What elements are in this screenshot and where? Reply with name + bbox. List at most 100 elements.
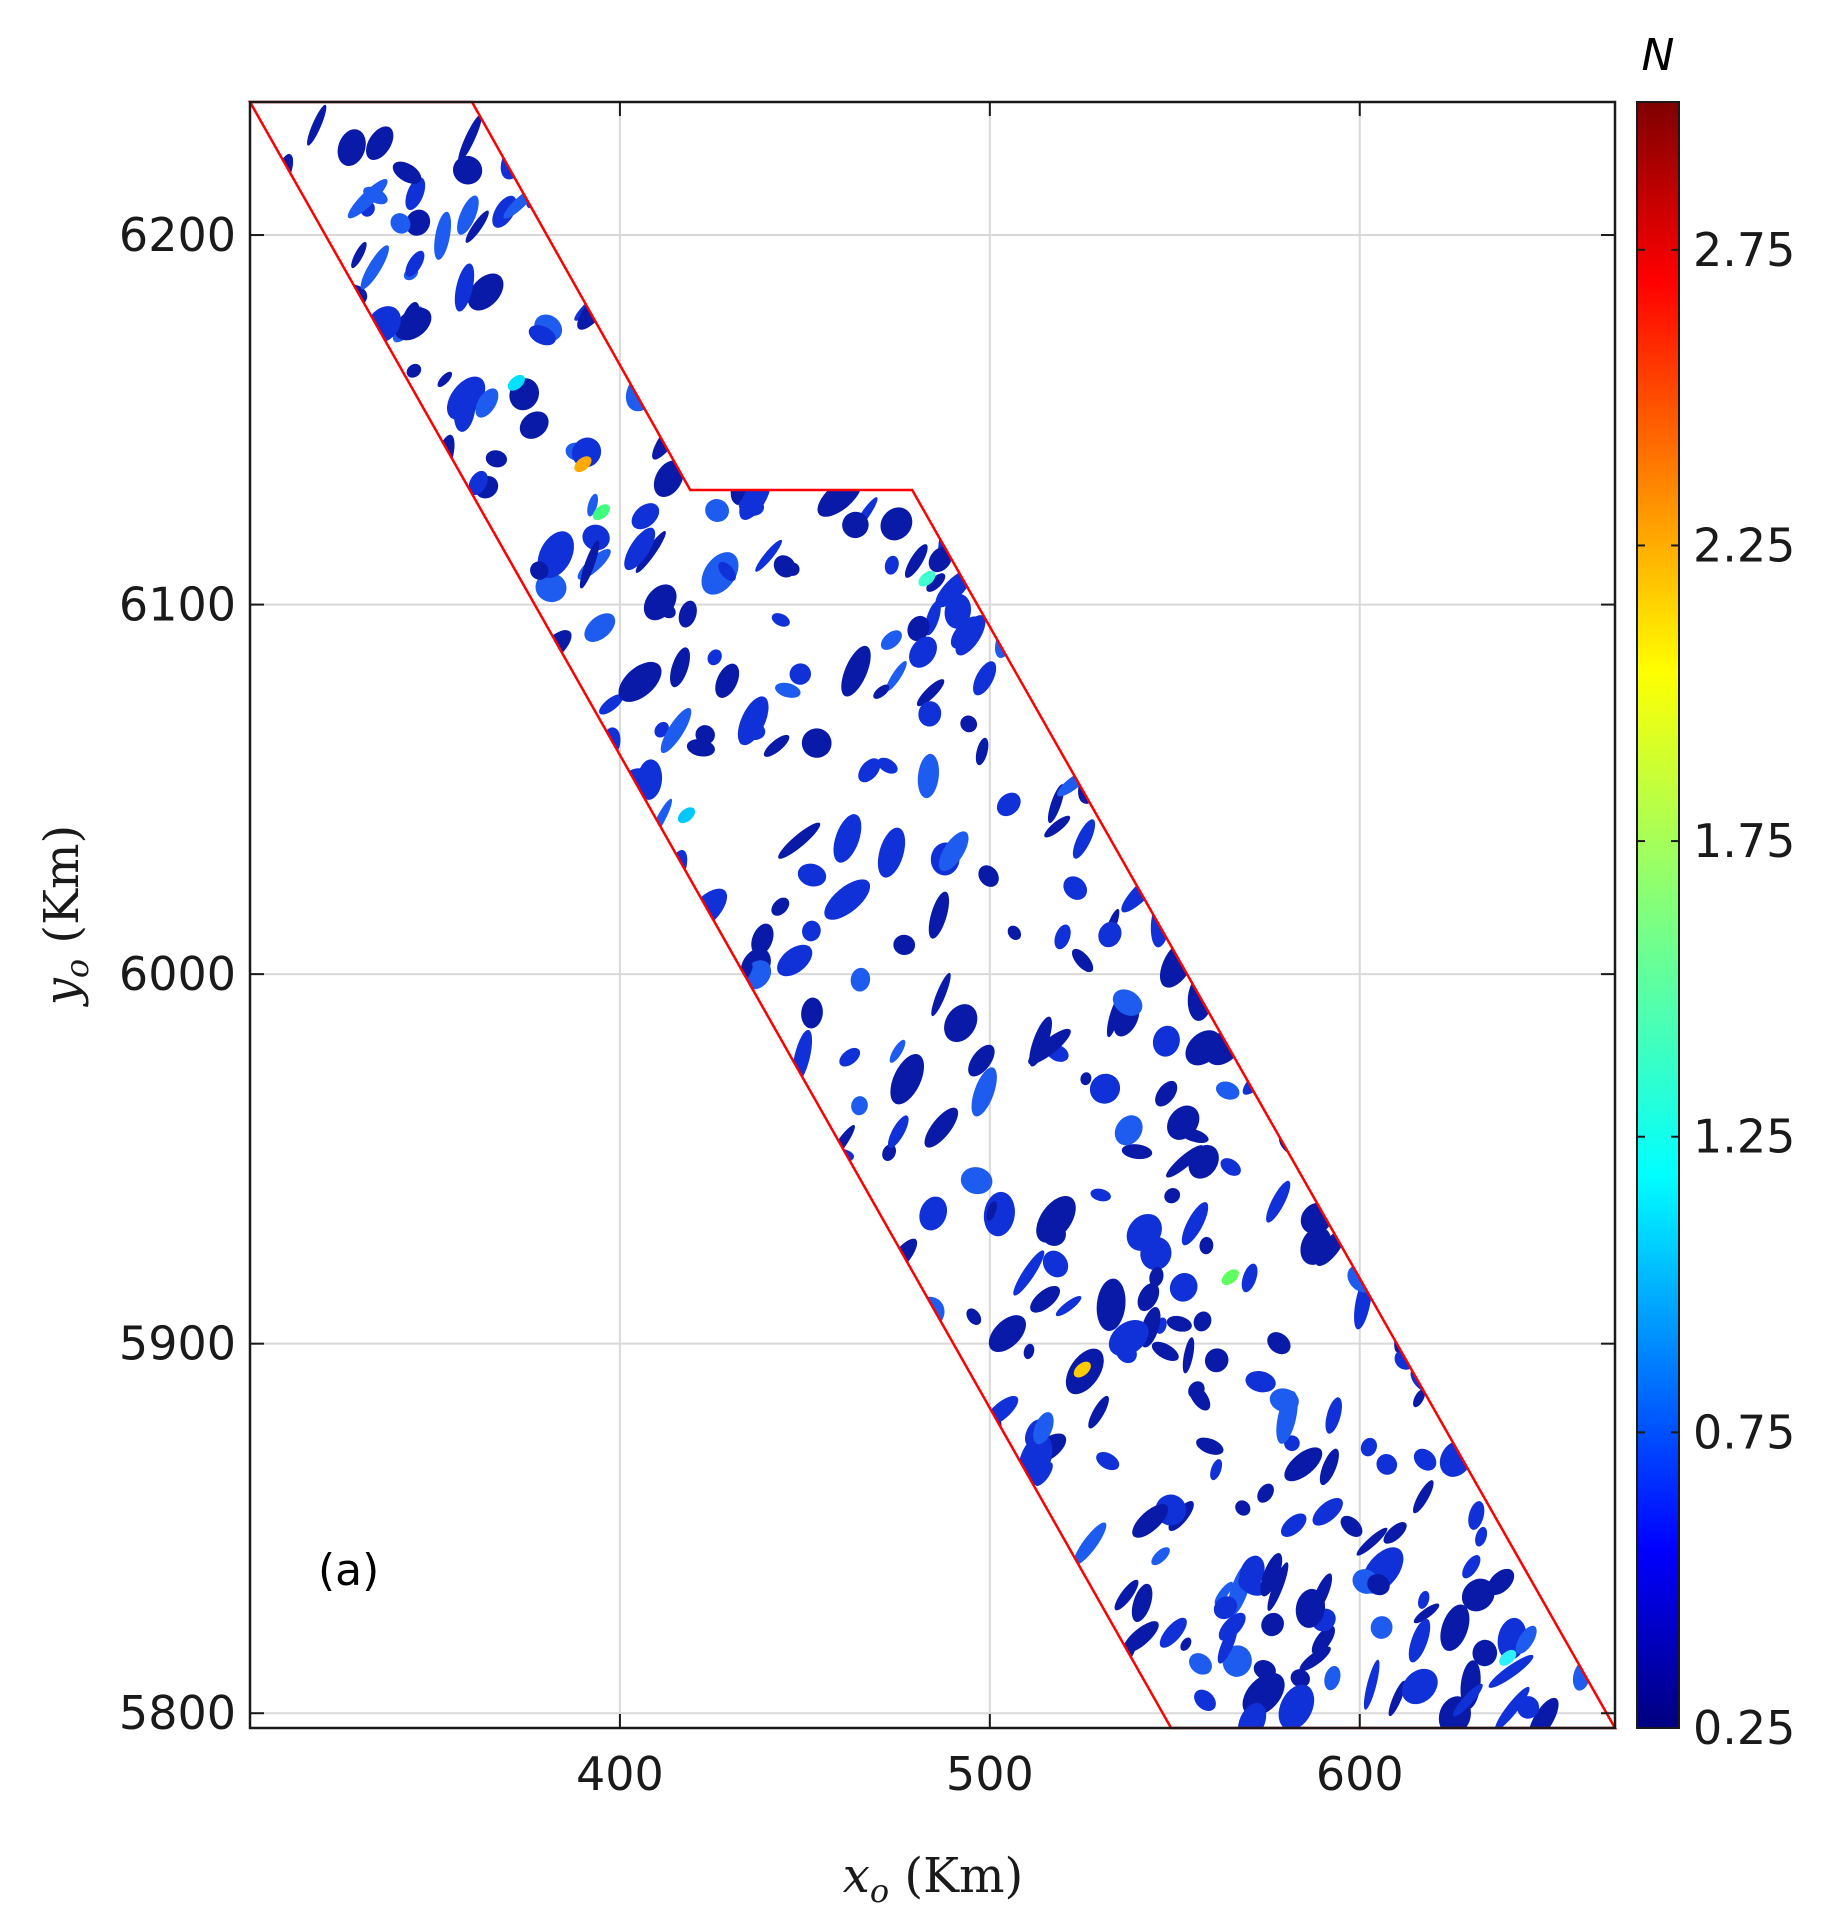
density-hotspot: [1221, 1269, 1239, 1286]
density-patch: [1155, 1080, 1178, 1107]
density-patch: [1220, 1158, 1241, 1176]
colorbar-tick-label: 2.25: [1693, 518, 1795, 572]
density-patch: [582, 524, 610, 551]
density-patch: [705, 499, 730, 522]
density-patch: [1260, 1553, 1283, 1597]
density-patch: [1055, 1296, 1082, 1317]
density-patch: [1376, 1454, 1398, 1475]
density-patch: [1319, 1448, 1339, 1486]
density-patch: [916, 679, 945, 707]
density-patch: [1267, 1562, 1289, 1611]
density-patch: [1528, 1697, 1559, 1728]
density-patch: [1356, 1527, 1388, 1556]
density-patch: [1388, 1680, 1406, 1717]
density-hotspot: [677, 807, 696, 824]
density-patch: [405, 177, 426, 211]
density-patch: [751, 923, 774, 956]
density-patch: [519, 411, 549, 439]
density-patch: [1383, 1522, 1407, 1544]
density-patch: [1140, 1236, 1172, 1271]
density-patch: [1196, 1437, 1224, 1455]
density-patch: [842, 511, 869, 539]
density-patch: [1412, 1480, 1434, 1514]
y-tick-label: 6000: [119, 947, 236, 1001]
density-patch: [392, 161, 422, 184]
density-patch: [1418, 1590, 1430, 1609]
density-patch: [1166, 1315, 1192, 1332]
density-patch: [1023, 1343, 1035, 1360]
density-patch: [624, 527, 656, 571]
density-patch: [1108, 1319, 1149, 1357]
density-patch: [771, 897, 790, 916]
density-patch: [1284, 1435, 1300, 1452]
density-patch: [1235, 1500, 1251, 1516]
density-patch: [1088, 1395, 1109, 1429]
density-patch: [1041, 1221, 1066, 1246]
density-patch: [467, 273, 504, 311]
y-axis-label-unit: (Km): [34, 825, 90, 959]
density-patch: [824, 879, 871, 920]
density-patch: [1284, 1447, 1323, 1482]
density-hotspot: [574, 456, 592, 473]
density-patch: [1214, 1581, 1233, 1605]
density-patch: [833, 814, 862, 863]
density-patch: [1269, 1388, 1299, 1413]
density-patch: [707, 649, 722, 666]
density-patch: [492, 195, 517, 228]
density-patch: [1280, 1513, 1307, 1537]
density-patch: [670, 647, 690, 688]
density-patch: [1360, 1437, 1378, 1457]
density-patch: [917, 753, 940, 799]
density-patch: [1054, 924, 1071, 950]
density-patch: [907, 615, 930, 642]
colorbar-tick-label: 0.25: [1693, 1701, 1795, 1755]
colorbar-tick-label: 2.75: [1693, 223, 1795, 277]
density-patch: [1149, 1267, 1164, 1287]
x-axis-label: xo (Km): [843, 1848, 1023, 1910]
density-patch: [307, 104, 327, 146]
density-patch: [351, 241, 367, 269]
density-patch: [1408, 1618, 1431, 1663]
density-patch: [1137, 1282, 1160, 1312]
density-patch: [1121, 1144, 1153, 1160]
density-patch: [773, 555, 796, 578]
density-patch: [1238, 1702, 1267, 1728]
density-patch: [1063, 876, 1088, 900]
density-patch: [1194, 1689, 1216, 1711]
density-patch: [938, 831, 969, 872]
density-patch: [1413, 1448, 1437, 1471]
density-patch: [1468, 1501, 1485, 1530]
density-patch: [406, 363, 422, 378]
density-patch: [955, 615, 986, 656]
density-patch: [654, 721, 669, 738]
density-patch: [778, 822, 821, 859]
density-patch: [400, 301, 420, 338]
density-patch: [966, 1308, 982, 1325]
density-patch: [530, 561, 549, 580]
density-patch: [880, 630, 902, 650]
density-patch: [1487, 1568, 1515, 1595]
density-patch: [618, 661, 662, 702]
density-patch: [631, 503, 660, 530]
density-patch: [1295, 1588, 1326, 1628]
density-patch: [1210, 1459, 1223, 1481]
y-tick-label: 6100: [119, 578, 236, 632]
density-patch: [1204, 1348, 1229, 1373]
density-patch: [1299, 1646, 1331, 1672]
density-patch: [1495, 1686, 1530, 1728]
density-patch: [839, 1047, 861, 1067]
density-patch: [475, 388, 499, 418]
density-patch: [1013, 1250, 1045, 1296]
density-patch: [789, 663, 812, 685]
density-patch: [635, 531, 666, 573]
density-patch: [960, 715, 978, 733]
x-axis-label-unit: (Km): [889, 1848, 1023, 1904]
density-patch: [1132, 1503, 1169, 1538]
density-patch: [882, 1144, 897, 1161]
density-patch: [1028, 1028, 1071, 1065]
density-patch: [347, 179, 388, 219]
x-tick-label: 400: [576, 1747, 664, 1801]
density-patch: [1300, 1226, 1332, 1265]
colorbar-tick-label: 0.75: [1693, 1405, 1795, 1459]
